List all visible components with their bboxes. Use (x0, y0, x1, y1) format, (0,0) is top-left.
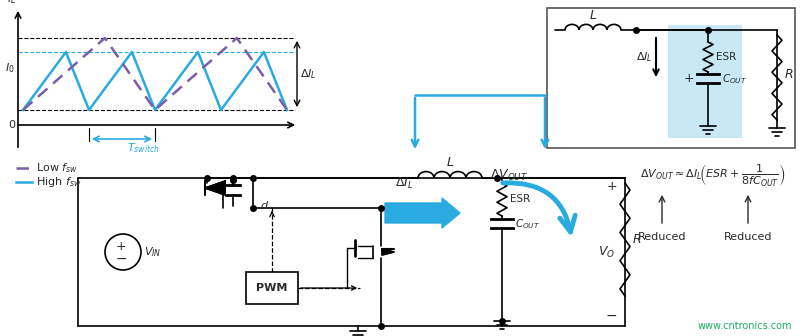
Text: L: L (589, 9, 597, 22)
Text: $T_{switch}$: $T_{switch}$ (127, 141, 160, 155)
Text: High $f_{sw}$: High $f_{sw}$ (36, 175, 82, 189)
Bar (547, 8, 795, 148)
Text: ESR: ESR (510, 195, 530, 205)
Text: PWM: PWM (257, 283, 288, 293)
Text: R: R (785, 69, 794, 82)
Text: 0: 0 (8, 120, 15, 130)
Text: $\Delta I_L$: $\Delta I_L$ (636, 51, 653, 65)
Text: $C_{OUT}$: $C_{OUT}$ (515, 217, 541, 231)
Text: $\Delta I_L$: $\Delta I_L$ (300, 67, 317, 81)
Text: +: + (683, 72, 694, 84)
Text: Low $f_{sw}$: Low $f_{sw}$ (36, 161, 78, 175)
Text: $\Delta V_{OUT} \approx \Delta I_L \!\left( ESR + \dfrac{1}{8fC_{OUT}} \right)$: $\Delta V_{OUT} \approx \Delta I_L \!\le… (640, 162, 785, 188)
Text: $i_L$: $i_L$ (7, 0, 16, 6)
Text: −: − (606, 309, 617, 323)
Text: $V_O$: $V_O$ (598, 245, 615, 259)
Bar (668, 25, 742, 138)
Text: −: − (115, 252, 127, 266)
Text: www.cntronics.com: www.cntronics.com (698, 321, 792, 331)
Circle shape (105, 234, 141, 270)
Text: Reduced: Reduced (723, 232, 772, 242)
FancyArrowPatch shape (503, 183, 575, 232)
Polygon shape (382, 249, 394, 255)
Text: $\Delta I_L$: $\Delta I_L$ (395, 176, 414, 191)
Text: +: + (606, 179, 617, 193)
Text: $I_0$: $I_0$ (6, 61, 15, 75)
Text: $V_{IN}$: $V_{IN}$ (144, 245, 161, 259)
Polygon shape (205, 181, 225, 195)
Text: Reduced: Reduced (638, 232, 687, 242)
Text: ESR: ESR (716, 52, 736, 62)
Text: $\Delta V_{OUT}$: $\Delta V_{OUT}$ (490, 168, 529, 183)
Text: d: d (261, 201, 268, 211)
FancyArrow shape (385, 198, 460, 228)
Text: $C_{OUT}$: $C_{OUT}$ (722, 72, 747, 86)
Text: R: R (633, 233, 642, 246)
Text: +: + (115, 240, 126, 252)
Bar (246, 272, 298, 304)
Text: L: L (447, 156, 453, 169)
